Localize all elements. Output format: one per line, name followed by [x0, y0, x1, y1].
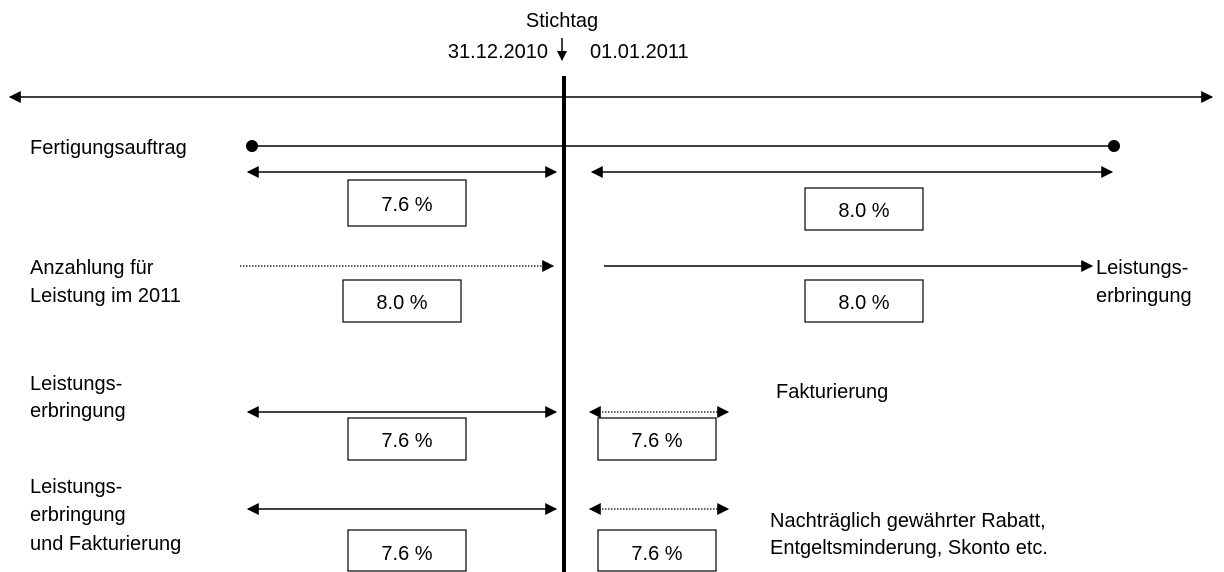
right-label: erbringung: [1096, 285, 1192, 307]
rate: 7.6 %: [381, 194, 432, 216]
rate: 8.0 %: [376, 292, 427, 314]
rate-box: [347, 417, 467, 461]
row-label: Leistungs-: [30, 373, 122, 395]
rate: 7.6 %: [631, 430, 682, 452]
row-label: Anzahlung für: [30, 257, 154, 279]
rate-box: [804, 187, 924, 231]
row-label: Fertigungsauftrag: [30, 137, 187, 159]
right-label: Nachträglich gewährter Rabatt,: [770, 510, 1046, 532]
rate: 7.6 %: [381, 543, 432, 565]
right-date: 01.01.2011: [590, 41, 689, 63]
row-label: erbringung: [30, 400, 126, 422]
contract-end: [1108, 140, 1120, 152]
rate: 8.0 %: [838, 292, 889, 314]
rate-box: [804, 279, 924, 323]
stichtag-title: Stichtag: [526, 10, 598, 32]
right-label: Fakturierung: [776, 381, 888, 403]
rate: 7.6 %: [631, 543, 682, 565]
right-label: Entgeltsminderung, Skonto etc.: [770, 537, 1048, 559]
rate: 7.6 %: [381, 430, 432, 452]
rate-box: [597, 529, 717, 572]
row-label: Leistung im 2011: [30, 285, 181, 307]
right-label: Leistungs-: [1096, 257, 1188, 279]
row-label: erbringung: [30, 504, 126, 526]
left-date: 31.12.2010: [448, 41, 548, 63]
rate: 8.0 %: [838, 200, 889, 222]
row-label: Leistungs-: [30, 476, 122, 498]
rate-box: [347, 529, 467, 572]
rate-box: [597, 417, 717, 461]
row-label: und Fakturierung: [30, 533, 181, 555]
rate-box: [347, 179, 467, 227]
contract-start: [246, 140, 258, 152]
rate-box: [342, 279, 462, 323]
